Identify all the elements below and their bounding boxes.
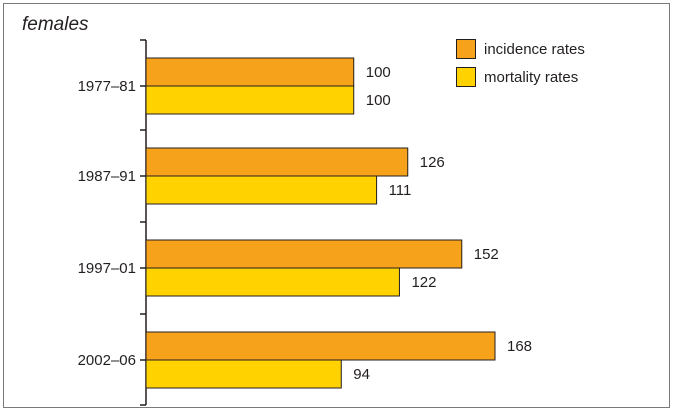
legend-label-mortality: mortality rates [484,68,579,86]
category-label: 1997–01 [78,260,136,277]
category-label: 1977–81 [78,78,136,95]
value-label-incidence: 100 [366,64,391,81]
legend-label-incidence: incidence rates [484,40,585,58]
bar-incidence [145,147,409,177]
value-label-incidence: 126 [420,154,445,171]
bar-mortality [145,85,355,115]
value-label-mortality: 94 [353,366,370,383]
category-label: 1987–91 [78,168,136,185]
value-label-mortality: 111 [389,182,412,199]
bar-mortality [145,359,342,389]
legend-item-mortality: mortality rates [456,63,585,91]
bar-mortality [145,175,378,205]
legend-item-incidence: incidence rates [456,35,585,63]
chart-title: females [22,14,89,35]
category-label: 2002–06 [78,352,136,369]
legend-swatch-incidence [456,39,476,59]
bar-incidence [145,57,355,87]
bar-mortality [145,267,400,297]
bar-incidence [145,239,463,269]
legend: incidence rates mortality rates [456,35,585,91]
value-label-mortality: 122 [411,274,436,291]
value-label-mortality: 100 [366,92,391,109]
bar-incidence [145,331,496,361]
legend-swatch-mortality [456,67,476,87]
value-label-incidence: 168 [507,338,532,355]
value-label-incidence: 152 [474,246,499,263]
